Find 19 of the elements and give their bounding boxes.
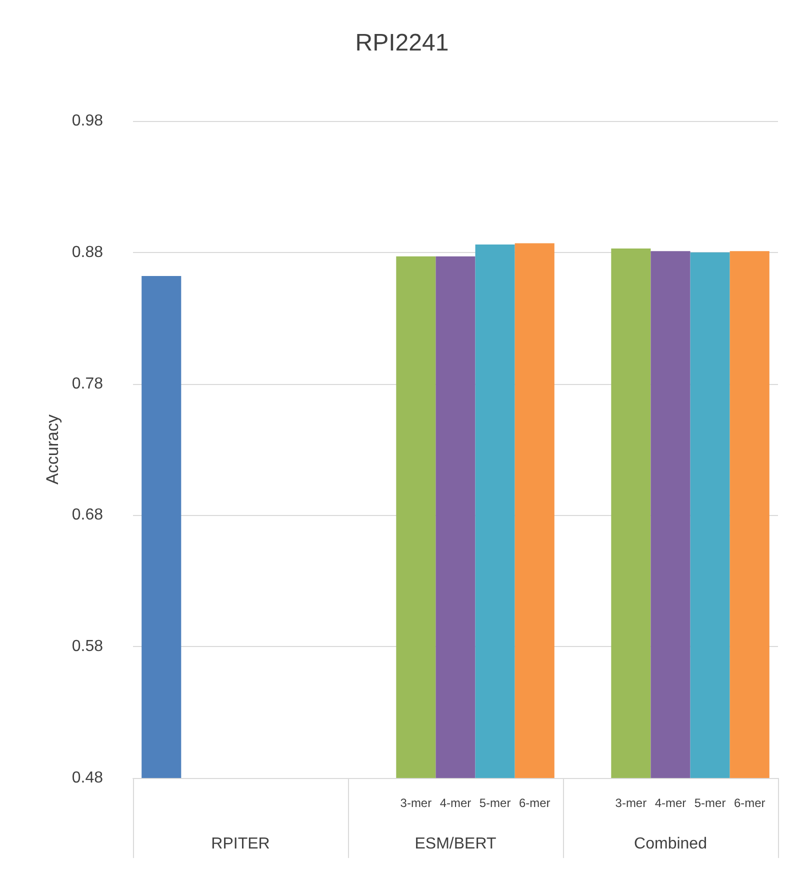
series-label: 3-mer [400, 796, 432, 810]
y-tick-label: 0.98 [72, 112, 104, 130]
y-tick-label: 0.78 [72, 375, 104, 392]
text: 4-mer [654, 796, 686, 810]
text: 6-mer [734, 796, 766, 810]
x-tick-label: Combined [634, 836, 707, 852]
series-label: 6-mer [518, 796, 550, 810]
y-axis-title: Accuracy [42, 414, 62, 484]
text: 5-mer [694, 796, 726, 810]
series-label: 4-mer [440, 796, 472, 810]
series-label: 5-mer [479, 796, 511, 810]
chart-title: RPI2241 [355, 30, 449, 56]
y-tick-label: 0.68 [72, 506, 104, 524]
x-tick-label: RPITER [211, 836, 270, 852]
text: 3-mer [615, 796, 647, 810]
x-tick-label: ESM/BERT [414, 836, 496, 852]
y-tick-label: 0.88 [72, 244, 104, 261]
y-tick-label: 0.58 [72, 638, 104, 656]
y-tick-label: 0.48 [72, 770, 104, 786]
